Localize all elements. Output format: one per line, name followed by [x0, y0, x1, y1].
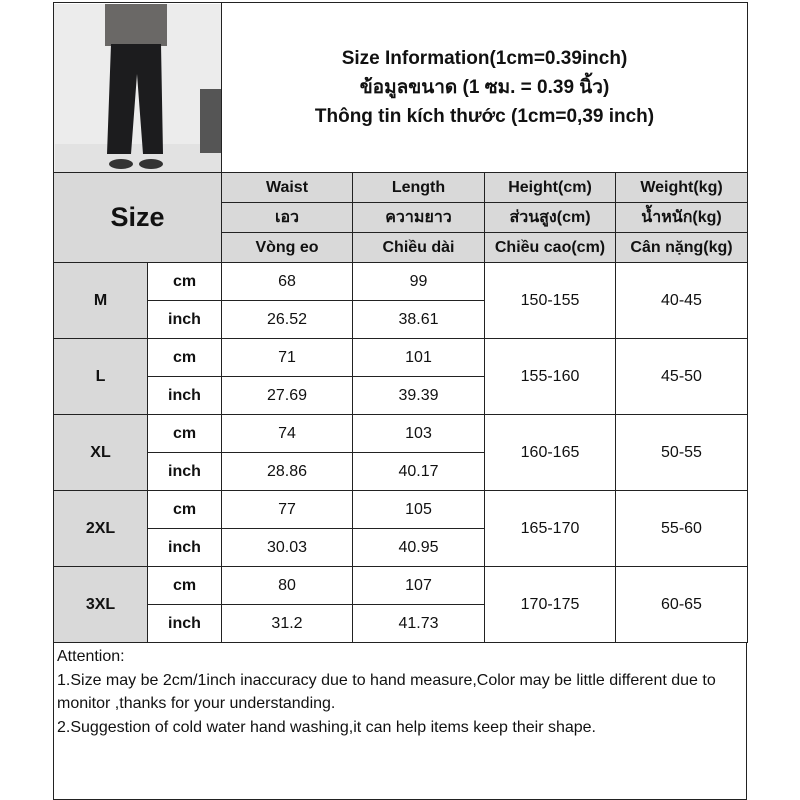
- title-th: ข้อมูลขนาด (1 ซม. = 0.39 นิ้ว): [359, 77, 610, 98]
- attention-note-2: 2.Suggestion of cold water hand washing,…: [57, 718, 596, 736]
- unit-cm: cm: [147, 566, 222, 605]
- header-waist-vi: Vòng eo: [221, 232, 353, 263]
- length-cm: 107: [352, 566, 485, 605]
- table-row: inch 26.52 38.61: [54, 300, 748, 339]
- height-range: 170-175: [484, 566, 616, 643]
- table-row: L cm 71 101 155-160 45-50: [53, 338, 748, 415]
- length-cm: 99: [352, 262, 485, 301]
- height-range: 160-165: [484, 414, 616, 491]
- table-row: 2XL cm 77 105 165-170 55-60: [53, 490, 748, 567]
- unit-cm: cm: [147, 338, 222, 377]
- header-length-th: ความยาว: [352, 202, 485, 233]
- waist-inch: 27.69: [221, 376, 353, 415]
- header-weight-th: น้ำหนัก(kg): [615, 202, 748, 233]
- waist-cm: 68: [221, 262, 353, 301]
- size-label: L: [53, 338, 148, 415]
- length-inch: 40.17: [352, 452, 485, 491]
- weight-range: 40-45: [615, 262, 748, 339]
- header-height-vi: Chiều cao(cm): [484, 232, 616, 263]
- header-length-vi: Chiều dài: [352, 232, 485, 263]
- title-en: Size Information(1cm=0.39inch): [341, 48, 628, 69]
- unit-inch: inch: [147, 376, 222, 415]
- weight-range: 45-50: [615, 338, 748, 415]
- weight-range: 55-60: [615, 490, 748, 567]
- header-waist-en: Waist: [221, 172, 353, 203]
- length-inch: 39.39: [352, 376, 485, 415]
- height-range: 155-160: [484, 338, 616, 415]
- length-inch: 38.61: [352, 300, 485, 339]
- unit-inch: inch: [147, 300, 222, 339]
- waist-inch: 31.2: [221, 604, 353, 643]
- header-height-en: Height(cm): [484, 172, 616, 203]
- unit-inch: inch: [147, 528, 222, 567]
- unit-inch: inch: [147, 452, 222, 491]
- header-weight-en: Weight(kg): [615, 172, 748, 203]
- height-range: 150-155: [484, 262, 616, 339]
- length-cm: 105: [352, 490, 485, 529]
- product-image: [54, 3, 221, 172]
- header-height-th: ส่วนสูง(cm): [484, 202, 616, 233]
- attention-heading: Attention:: [57, 648, 125, 665]
- product-photo: [53, 2, 222, 173]
- waist-cm: 71: [221, 338, 353, 377]
- table-row: inch 31.2 41.73: [54, 604, 748, 643]
- waist-cm: 80: [221, 566, 353, 605]
- unit-cm: cm: [147, 262, 222, 301]
- table-row: M cm 68 99 150-155 40-45: [53, 262, 748, 339]
- waist-cm: 77: [221, 490, 353, 529]
- waist-inch: 30.03: [221, 528, 353, 567]
- unit-inch: inch: [147, 604, 222, 643]
- length-cm: 101: [352, 338, 485, 377]
- title-vi: Thông tin kích thước (1cm=0,39 inch): [314, 106, 655, 127]
- unit-cm: cm: [147, 414, 222, 453]
- table-row: 3XL cm 80 107 170-175 60-65: [53, 566, 748, 643]
- table-row: inch 30.03 40.95: [54, 528, 748, 567]
- table-row: XL cm 74 103 160-165 50-55: [53, 414, 748, 491]
- waist-inch: 26.52: [221, 300, 353, 339]
- length-inch: 40.95: [352, 528, 485, 567]
- height-range: 165-170: [484, 490, 616, 567]
- table-row: inch 27.69 39.39: [54, 376, 748, 415]
- size-label: M: [53, 262, 148, 339]
- size-header: Size: [53, 172, 222, 263]
- header-weight-vi: Cân nặng(kg): [615, 232, 748, 263]
- waist-inch: 28.86: [221, 452, 353, 491]
- title-block: Size Information(1cm=0.39inch) ข้อมูลขนา…: [221, 2, 748, 173]
- size-label: XL: [53, 414, 148, 491]
- length-cm: 103: [352, 414, 485, 453]
- header-length-en: Length: [352, 172, 485, 203]
- weight-range: 60-65: [615, 566, 748, 643]
- length-inch: 41.73: [352, 604, 485, 643]
- attention-note-1: 1.Size may be 2cm/1inch inaccuracy due t…: [57, 671, 716, 713]
- weight-range: 50-55: [615, 414, 748, 491]
- header-waist-th: เอว: [221, 202, 353, 233]
- size-label: 2XL: [53, 490, 148, 567]
- attention-notes: Attention: 1.Size may be 2cm/1inch inacc…: [53, 643, 747, 800]
- size-label: 3XL: [53, 566, 148, 643]
- size-table: Size Information(1cm=0.39inch) ข้อมูลขนา…: [53, 2, 748, 643]
- waist-cm: 74: [221, 414, 353, 453]
- size-chart: Size Information(1cm=0.39inch) ข้อมูลขนา…: [53, 2, 748, 800]
- unit-cm: cm: [147, 490, 222, 529]
- table-row: inch 28.86 40.17: [54, 452, 748, 491]
